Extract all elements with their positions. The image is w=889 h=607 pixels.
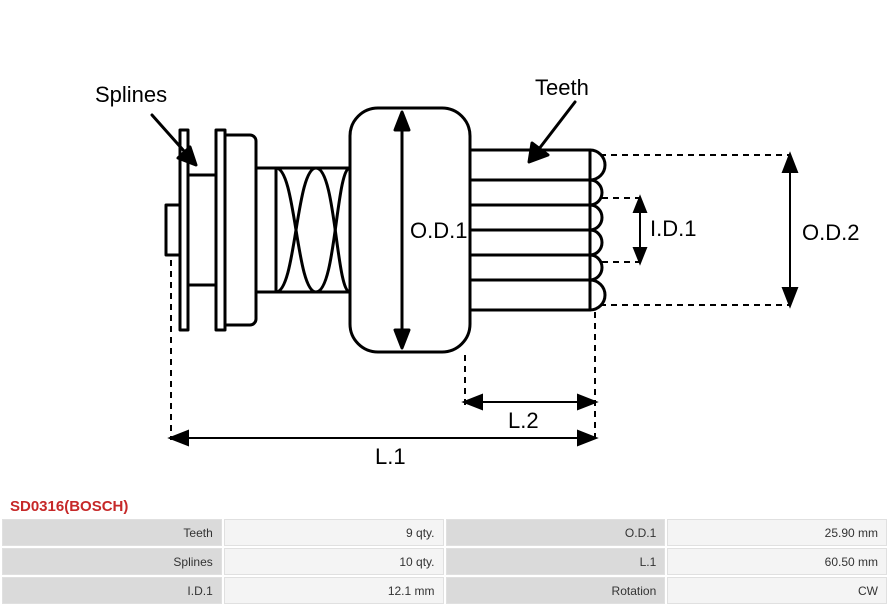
spec-value: 12.1 mm bbox=[224, 577, 444, 604]
spec-label: Teeth bbox=[2, 519, 222, 546]
spec-label: I.D.1 bbox=[2, 577, 222, 604]
spec-value: 9 qty. bbox=[224, 519, 444, 546]
spec-value: CW bbox=[667, 577, 887, 604]
label-od2: O.D.2 bbox=[802, 220, 859, 245]
part-title: SD0316(BOSCH) bbox=[0, 490, 889, 519]
spec-label: O.D.1 bbox=[446, 519, 666, 546]
technical-diagram: Splines Teeth O.D.1 O.D.2 I.D.1 L.2 L.1 bbox=[0, 0, 889, 490]
spec-label: L.1 bbox=[446, 548, 666, 575]
label-teeth: Teeth bbox=[535, 75, 589, 100]
label-l2: L.2 bbox=[508, 408, 539, 433]
label-splines: Splines bbox=[95, 82, 167, 107]
spec-value: 25.90 mm bbox=[667, 519, 887, 546]
spec-label: Rotation bbox=[446, 577, 666, 604]
spec-value: 10 qty. bbox=[224, 548, 444, 575]
label-l1: L.1 bbox=[375, 444, 406, 469]
diagram-svg: Splines Teeth O.D.1 O.D.2 I.D.1 L.2 L.1 bbox=[0, 0, 889, 490]
spec-table: Teeth 9 qty. O.D.1 25.90 mm Splines 10 q… bbox=[0, 519, 889, 604]
label-od1: O.D.1 bbox=[410, 218, 467, 243]
spec-label: Splines bbox=[2, 548, 222, 575]
spec-value: 60.50 mm bbox=[667, 548, 887, 575]
label-id1: I.D.1 bbox=[650, 216, 696, 241]
